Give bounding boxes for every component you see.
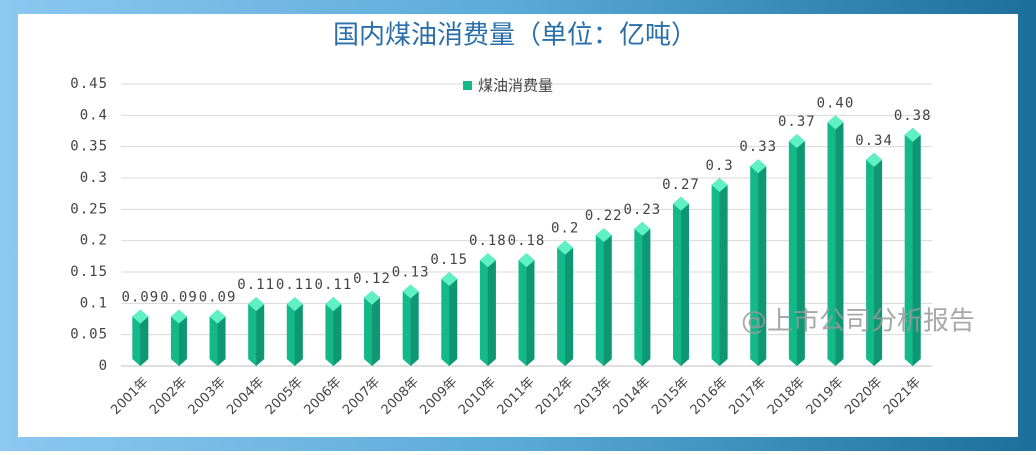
legend-label: 煤油消费量 — [478, 77, 553, 95]
y-tick-label: 0.2 — [80, 233, 108, 249]
bar-top — [248, 297, 265, 312]
data-label: 0.3 — [705, 158, 733, 174]
bar-shade — [912, 134, 921, 366]
data-label: 0.11 — [276, 277, 314, 293]
data-label: 0.11 — [315, 277, 353, 293]
bar-top — [711, 178, 728, 192]
bar-shade — [719, 185, 728, 366]
bar-top — [904, 127, 921, 142]
bar-shade — [294, 304, 303, 366]
bar-shade — [796, 141, 805, 366]
data-label: 0.37 — [778, 114, 816, 130]
bar-shade — [140, 316, 149, 366]
bar-top — [595, 228, 612, 243]
bar-top — [788, 134, 805, 149]
bar-shade — [603, 235, 612, 366]
bar-shade — [758, 166, 767, 366]
bar-top — [557, 240, 574, 255]
data-label: 0.34 — [855, 133, 893, 149]
bar-top — [866, 152, 883, 167]
bar-shade — [487, 260, 496, 366]
data-label: 0.18 — [469, 233, 507, 249]
data-label: 0.15 — [430, 252, 468, 268]
bar-shade — [835, 122, 844, 366]
y-tick-label: 0.15 — [70, 264, 108, 280]
chart-title: 国内煤油消费量（单位：亿吨） — [333, 21, 697, 51]
y-tick-label: 0.05 — [70, 327, 108, 343]
data-label: 0.38 — [894, 108, 932, 124]
data-label: 0.09 — [160, 290, 198, 306]
y-tick-label: 0.1 — [80, 295, 108, 311]
data-label: 0.09 — [199, 290, 237, 306]
data-label: 0.23 — [623, 202, 661, 218]
bar-top — [325, 297, 342, 312]
bar-shade — [874, 159, 883, 366]
legend-swatch — [463, 81, 472, 90]
bar-top — [170, 309, 187, 324]
data-label: 0.22 — [585, 208, 623, 224]
bar-shade — [642, 228, 651, 366]
data-label: 0.13 — [392, 265, 430, 281]
bar-top — [402, 284, 419, 299]
bar-shade — [449, 279, 458, 366]
bar-shade — [333, 304, 342, 366]
bar-shade — [565, 247, 574, 366]
y-tick-label: 0.25 — [70, 201, 108, 217]
bar-shade — [372, 297, 381, 366]
bar-top — [364, 290, 381, 305]
y-tick-label: 0.35 — [70, 139, 108, 155]
bar-top — [827, 115, 844, 130]
data-label: 0.09 — [121, 290, 159, 306]
y-tick-label: 0.3 — [80, 170, 108, 186]
bar-shade — [256, 304, 265, 366]
data-label: 0.11 — [237, 277, 275, 293]
data-label: 0.12 — [353, 271, 391, 287]
bar-top — [634, 221, 651, 236]
data-label: 0.2 — [551, 221, 579, 237]
y-tick-label: 0 — [99, 358, 108, 374]
data-label: 0.33 — [739, 139, 777, 155]
bar-top — [441, 272, 458, 286]
bar-shade — [217, 316, 226, 366]
bar-top — [209, 309, 226, 324]
bar-shade — [178, 316, 187, 366]
y-tick-label: 0.4 — [80, 107, 108, 123]
bar-top — [518, 253, 535, 268]
data-label: 0.40 — [817, 95, 855, 111]
bar-shade — [680, 203, 689, 366]
bar-top — [132, 309, 149, 324]
watermark: @上市公司分析报告 — [741, 307, 975, 337]
bar-top — [286, 297, 303, 312]
bar-shade — [410, 291, 419, 366]
bar-top — [750, 159, 767, 174]
data-label: 0.27 — [662, 177, 700, 193]
bar-shade — [526, 260, 535, 366]
data-label: 0.18 — [508, 233, 546, 249]
bar-top — [479, 253, 496, 268]
y-tick-label: 0.45 — [70, 76, 108, 92]
bar-top — [672, 196, 689, 211]
